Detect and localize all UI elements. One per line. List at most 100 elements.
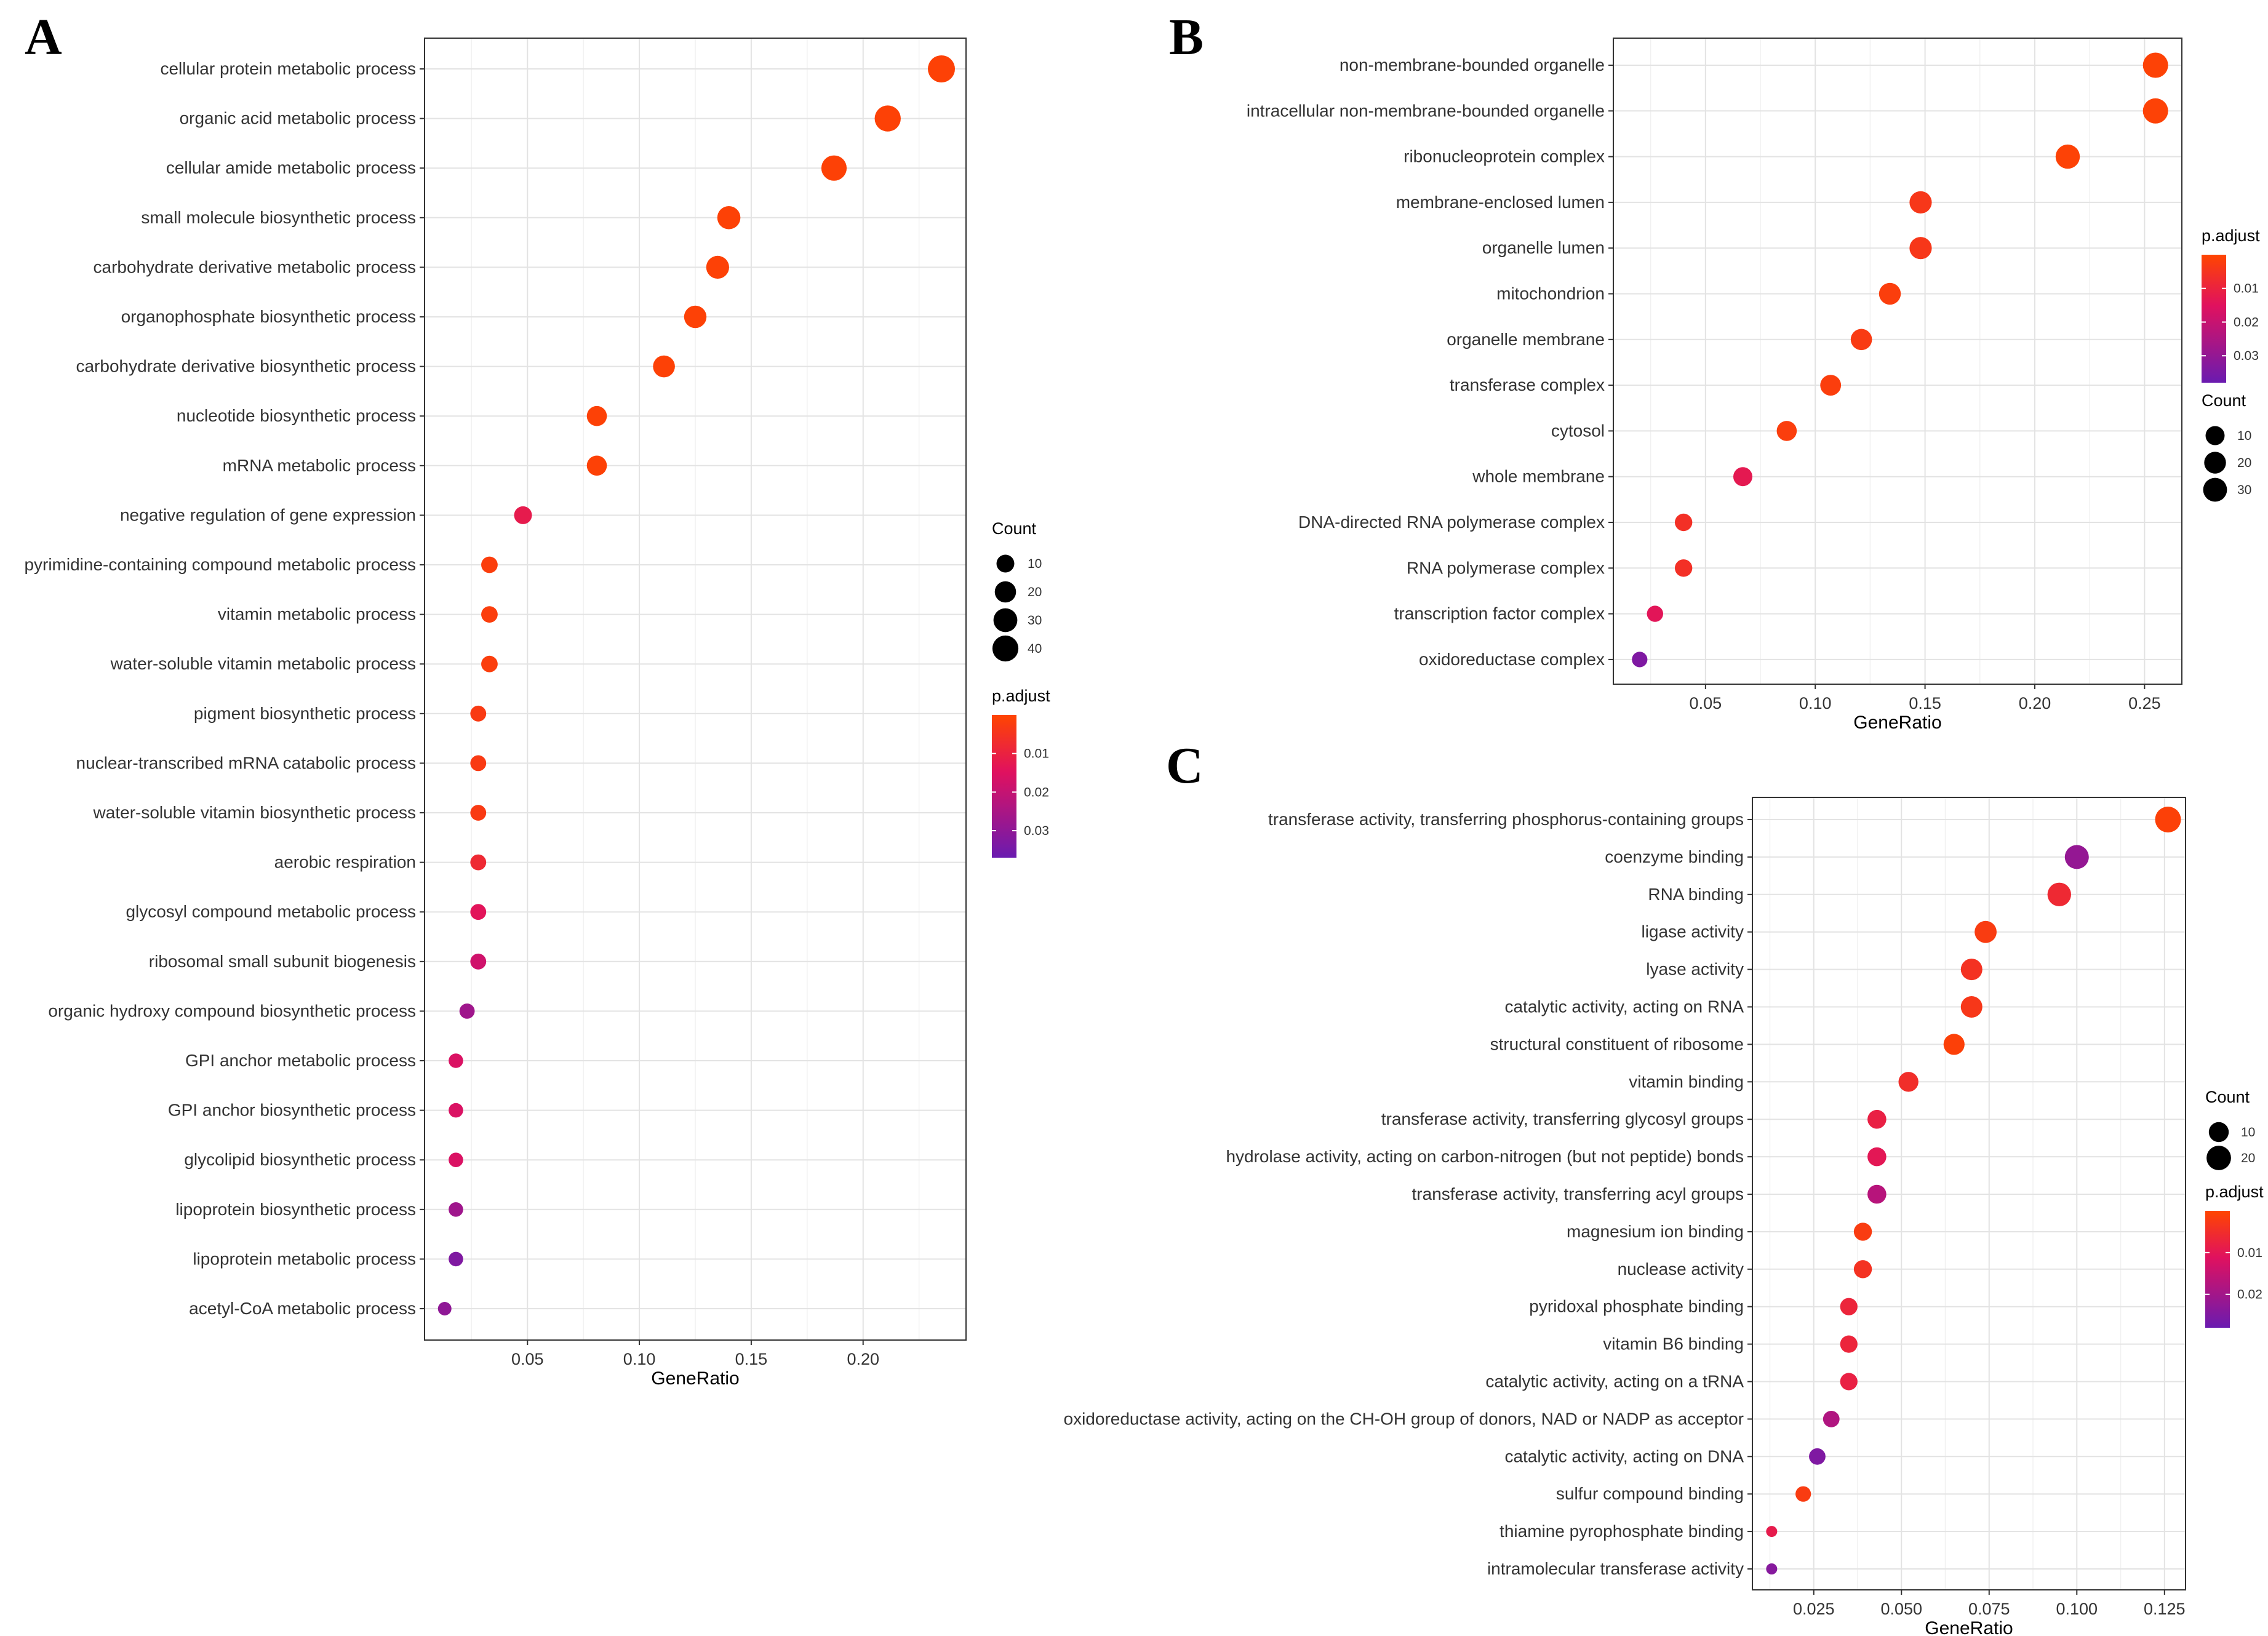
grid: [425, 38, 966, 1340]
panel-letter-b: B: [1169, 9, 1204, 66]
data-point: [470, 805, 487, 821]
x-tick-label: 0.125: [2144, 1600, 2186, 1618]
term-label: sulfur compound binding: [1556, 1484, 1744, 1503]
count-legend-label: 20: [2237, 456, 2251, 470]
data-point: [1850, 329, 1872, 351]
term-label: negative regulation of gene expression: [120, 505, 416, 524]
panel-letter-c: C: [1166, 737, 1204, 794]
data-point: [684, 305, 707, 329]
count-legend-key: [2206, 1146, 2231, 1170]
term-label: nucleotide biosynthetic process: [177, 406, 416, 425]
padj-legend: p.adjust 0.01 0.02: [2205, 1183, 2264, 1328]
count-legend-label: 30: [1028, 613, 1042, 628]
term-label: small molecule biosynthetic process: [141, 208, 416, 227]
term-label: vitamin binding: [1629, 1072, 1744, 1091]
panel-letter-a: A: [25, 9, 62, 66]
grid: [1613, 38, 2182, 684]
data-point: [1820, 375, 1842, 396]
term-label: catalytic activity, acting on a tRNA: [1485, 1372, 1744, 1391]
term-label: organic acid metabolic process: [180, 109, 416, 128]
data-point: [1823, 1411, 1840, 1427]
term-label: organelle membrane: [1447, 330, 1605, 349]
padj-legend-label: 0.02: [2237, 1288, 2262, 1302]
data-point: [1898, 1072, 1919, 1092]
padj-legend: p.adjust 0.01 0.02 0.03: [992, 687, 1050, 858]
padj-legend-label: 0.01: [1024, 747, 1049, 761]
data-point: [1766, 1526, 1778, 1538]
term-label: transferase activity, transferring acyl …: [1412, 1184, 1744, 1203]
count-legend-title: Count: [2202, 391, 2246, 410]
data-point: [1766, 1563, 1778, 1574]
term-label: structural constituent of ribosome: [1490, 1034, 1744, 1053]
term-label: vitamin metabolic process: [218, 605, 416, 624]
padj-legend-title: p.adjust: [2202, 226, 2260, 245]
count-legend-label: 40: [1028, 642, 1042, 656]
count-legend-key: [2205, 426, 2225, 445]
term-label: carbohydrate derivative metabolic proces…: [94, 257, 416, 276]
x-axis-title: GeneRatio: [1853, 712, 1941, 733]
term-label: coenzyme binding: [1605, 847, 1744, 866]
x-tick-label: 0.025: [1793, 1600, 1835, 1618]
count-legend-key: [996, 554, 1015, 573]
x-tick-label: 0.10: [1799, 694, 1832, 712]
data-point: [1853, 1260, 1872, 1279]
count-legend-title: Count: [2205, 1088, 2250, 1106]
term-label: lyase activity: [1646, 960, 1744, 979]
term-label: mitochondrion: [1496, 284, 1605, 303]
data-point: [2064, 845, 2089, 869]
data-point: [481, 606, 498, 623]
panel-a: A cellular protein metabolic process orga…: [24, 9, 1050, 1389]
data-point: [470, 953, 487, 970]
count-legend-key: [994, 581, 1016, 603]
data-point: [449, 1103, 463, 1118]
term-label: catalytic activity, acting on RNA: [1504, 997, 1744, 1016]
term-label: DNA-directed RNA polymerase complex: [1298, 513, 1605, 532]
data-point: [1674, 559, 1693, 577]
data-point: [481, 556, 498, 573]
data-point: [1867, 1147, 1887, 1167]
data-point: [514, 506, 532, 524]
data-point: [449, 1202, 463, 1217]
term-label: glycosyl compound metabolic process: [126, 902, 416, 921]
padj-colorbar: [2202, 255, 2226, 383]
term-label: organelle lumen: [1482, 238, 1605, 257]
term-label: oxidoreductase activity, acting on the C…: [1064, 1409, 1744, 1428]
term-label: RNA binding: [1648, 885, 1744, 904]
term-label: organophosphate biosynthetic process: [121, 307, 416, 326]
term-label: carbohydrate derivative biosynthetic pro…: [76, 357, 416, 376]
term-label: cytosol: [1551, 421, 1605, 440]
data-point: [2047, 882, 2071, 907]
data-point: [1840, 1298, 1858, 1315]
padj-legend-label: 0.03: [2234, 349, 2259, 363]
data-point: [2142, 52, 2168, 78]
data-point: [1867, 1184, 1887, 1204]
term-label: RNA polymerase complex: [1407, 558, 1605, 577]
count-legend: Count 10 20 30 40: [992, 519, 1042, 662]
data-point: [449, 1152, 463, 1167]
panel-c: C transferase activity, transferring pho…: [1064, 737, 2264, 1636]
term-label: ribonucleoprotein complex: [1404, 147, 1605, 166]
grid: [1752, 797, 2186, 1590]
data-point: [1840, 1335, 1858, 1353]
data-point: [1867, 1109, 1887, 1129]
padj-legend-label: 0.01: [2237, 1246, 2262, 1260]
data-point: [459, 1004, 475, 1019]
x-tick-label: 0.05: [511, 1350, 544, 1368]
count-legend-label: 10: [2237, 429, 2251, 443]
x-tick-label: 0.050: [1880, 1600, 1922, 1618]
data-point: [717, 206, 741, 229]
term-label: hydrolase activity, acting on carbon-nit…: [1226, 1147, 1744, 1166]
data-point: [437, 1302, 452, 1315]
padj-colorbar: [992, 715, 1016, 858]
term-label: cellular amide metabolic process: [166, 158, 416, 177]
count-legend-title: Count: [992, 519, 1037, 538]
term-label: intramolecular transferase activity: [1487, 1559, 1744, 1578]
term-label: lipoprotein biosynthetic process: [175, 1200, 416, 1219]
count-legend-key: [993, 608, 1018, 632]
data-point: [470, 705, 487, 722]
data-point: [1960, 959, 1983, 981]
term-label: membrane-enclosed lumen: [1396, 193, 1605, 212]
data-point: [1795, 1486, 1811, 1502]
term-label: GPI anchor metabolic process: [185, 1051, 416, 1070]
